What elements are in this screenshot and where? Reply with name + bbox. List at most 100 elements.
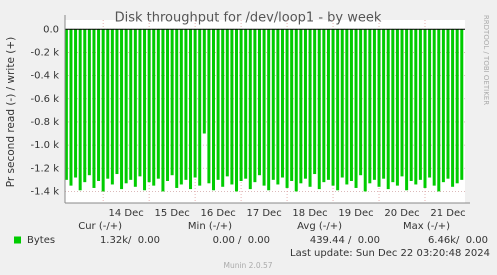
spike bbox=[345, 29, 349, 185]
spike bbox=[244, 29, 248, 179]
spike bbox=[395, 29, 399, 186]
x-tick-label: 18 Dec bbox=[292, 208, 327, 219]
spike bbox=[455, 29, 459, 184]
spike bbox=[290, 29, 294, 181]
spike bbox=[418, 29, 422, 180]
stat-header: Max (-/+) bbox=[403, 221, 450, 232]
stat-value: 439.44 / 0.00 bbox=[310, 235, 380, 246]
y-tick-label: -0.8 k bbox=[31, 117, 60, 128]
spike bbox=[225, 29, 229, 177]
spike bbox=[234, 29, 238, 192]
spike bbox=[101, 29, 105, 192]
spike bbox=[451, 29, 455, 187]
stat-header: Min (-/+) bbox=[188, 221, 232, 232]
spike bbox=[83, 29, 87, 183]
spike bbox=[129, 29, 133, 180]
spike bbox=[271, 29, 275, 180]
stat-header: Cur (-/+) bbox=[78, 221, 122, 232]
spike bbox=[253, 29, 257, 183]
spike bbox=[336, 29, 340, 191]
x-tick-label: 20 Dec bbox=[384, 208, 419, 219]
spike bbox=[193, 29, 197, 178]
y-tick-label: -0.4 k bbox=[31, 71, 60, 82]
spike bbox=[147, 29, 151, 183]
spike bbox=[262, 29, 266, 186]
spike bbox=[78, 29, 82, 191]
spike bbox=[308, 29, 312, 187]
x-tick-label: 16 Dec bbox=[200, 208, 235, 219]
spike bbox=[152, 29, 156, 186]
spike bbox=[184, 29, 188, 180]
spike bbox=[382, 29, 386, 179]
spike bbox=[368, 29, 372, 184]
spike bbox=[405, 29, 409, 191]
footer: Munin 2.0.57 bbox=[223, 261, 272, 270]
spike bbox=[354, 29, 358, 188]
spike bbox=[212, 29, 216, 191]
spike bbox=[198, 29, 202, 186]
spike bbox=[120, 29, 124, 190]
x-tick-label: 14 Dec bbox=[109, 208, 144, 219]
spike bbox=[161, 29, 165, 192]
spike bbox=[257, 29, 261, 176]
spike bbox=[432, 29, 436, 186]
spike bbox=[326, 29, 330, 180]
spike bbox=[106, 29, 110, 179]
spike bbox=[138, 29, 142, 177]
spike bbox=[423, 29, 427, 188]
stat-value: 6.46k/ 0.00 bbox=[428, 235, 488, 246]
spike bbox=[216, 29, 220, 180]
spike bbox=[280, 29, 284, 178]
spike bbox=[386, 29, 390, 190]
spike bbox=[437, 29, 441, 192]
side-note: RRDTOOL / TOBI OETIKER bbox=[482, 15, 490, 105]
spike bbox=[97, 29, 101, 181]
spike bbox=[87, 29, 91, 176]
spike bbox=[64, 29, 68, 180]
spike bbox=[166, 29, 170, 181]
spike bbox=[239, 29, 243, 181]
spike bbox=[303, 29, 307, 179]
stat-header: Avg (-/+) bbox=[297, 221, 342, 232]
x-tick-label: 17 Dec bbox=[246, 208, 281, 219]
spike bbox=[363, 29, 367, 192]
spike bbox=[294, 29, 298, 192]
y-axis-label: Pr second read (-) / write (+) bbox=[5, 37, 17, 188]
x-tick-label: 15 Dec bbox=[155, 208, 190, 219]
spike bbox=[340, 29, 344, 178]
x-tick-label: 19 Dec bbox=[338, 208, 373, 219]
spike bbox=[428, 29, 432, 178]
spike bbox=[317, 29, 321, 190]
stat-value: 1.32k/ 0.00 bbox=[100, 235, 160, 246]
legend-swatch bbox=[14, 236, 21, 244]
spike bbox=[133, 29, 137, 187]
spike bbox=[156, 29, 160, 179]
spike bbox=[299, 29, 303, 184]
spike bbox=[179, 29, 183, 185]
y-tick-label: -0.6 k bbox=[31, 94, 60, 105]
spike bbox=[170, 29, 174, 176]
spike bbox=[400, 29, 404, 177]
spike bbox=[267, 29, 271, 191]
spike bbox=[372, 29, 376, 180]
spike bbox=[248, 29, 252, 190]
spike bbox=[313, 29, 317, 175]
spike bbox=[189, 29, 193, 190]
spike bbox=[110, 29, 114, 185]
spike bbox=[124, 29, 128, 184]
spike bbox=[92, 29, 96, 188]
stat-value: 0.00 / 0.00 bbox=[213, 235, 270, 246]
spike bbox=[460, 29, 464, 180]
spike bbox=[69, 29, 73, 186]
spike bbox=[331, 29, 335, 186]
spike bbox=[202, 29, 206, 134]
chart-title: Disk throughput for /dev/loop1 - by week bbox=[115, 11, 382, 26]
spike bbox=[143, 29, 147, 191]
spike bbox=[391, 29, 395, 183]
y-tick-label: -1.0 k bbox=[31, 140, 60, 151]
y-tick-label: -1.2 k bbox=[31, 163, 60, 174]
legend-label: Bytes bbox=[27, 235, 55, 246]
spike bbox=[349, 29, 353, 181]
